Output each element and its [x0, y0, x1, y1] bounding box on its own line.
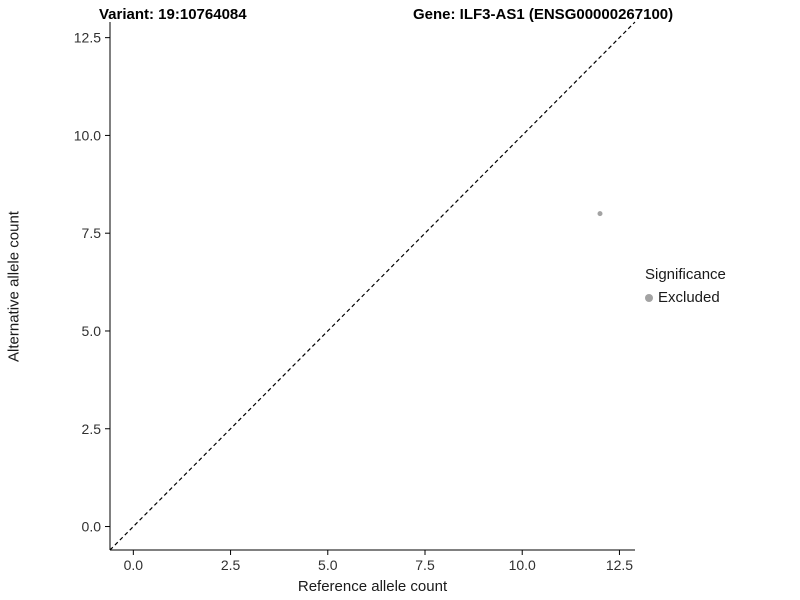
y-tick-label: 0.0 — [82, 519, 102, 535]
identity-line — [109, 21, 636, 551]
x-tick-label: 7.5 — [415, 557, 435, 573]
legend-item-label: Excluded — [658, 289, 720, 306]
x-tick-label: 2.5 — [221, 557, 241, 573]
y-tick-label: 5.0 — [82, 323, 102, 339]
chart-title-gene: Gene: ILF3-AS1 (ENSG00000267100) — [413, 6, 674, 23]
legend: Significance Excluded — [645, 266, 726, 306]
y-tick-label: 10.0 — [74, 127, 101, 143]
x-axis-label: Reference allele count — [297, 578, 448, 595]
x-tick-label: 0.0 — [124, 557, 144, 573]
x-tick-label: 5.0 — [318, 557, 338, 573]
legend-title: Significance — [645, 266, 726, 283]
y-tick-label: 7.5 — [82, 225, 102, 241]
y-tick-label: 12.5 — [74, 30, 101, 46]
y-tick-label: 2.5 — [82, 421, 102, 437]
legend-dot-icon — [645, 293, 653, 302]
chart-title-variant: Variant: 19:10764084 — [99, 6, 247, 23]
data-point — [597, 211, 603, 217]
x-tick-label: 12.5 — [606, 557, 633, 573]
legend-item-excluded: Excluded — [645, 289, 726, 306]
y-axis-label: Alternative allele count — [5, 211, 23, 362]
x-tick-label: 10.0 — [509, 557, 536, 573]
